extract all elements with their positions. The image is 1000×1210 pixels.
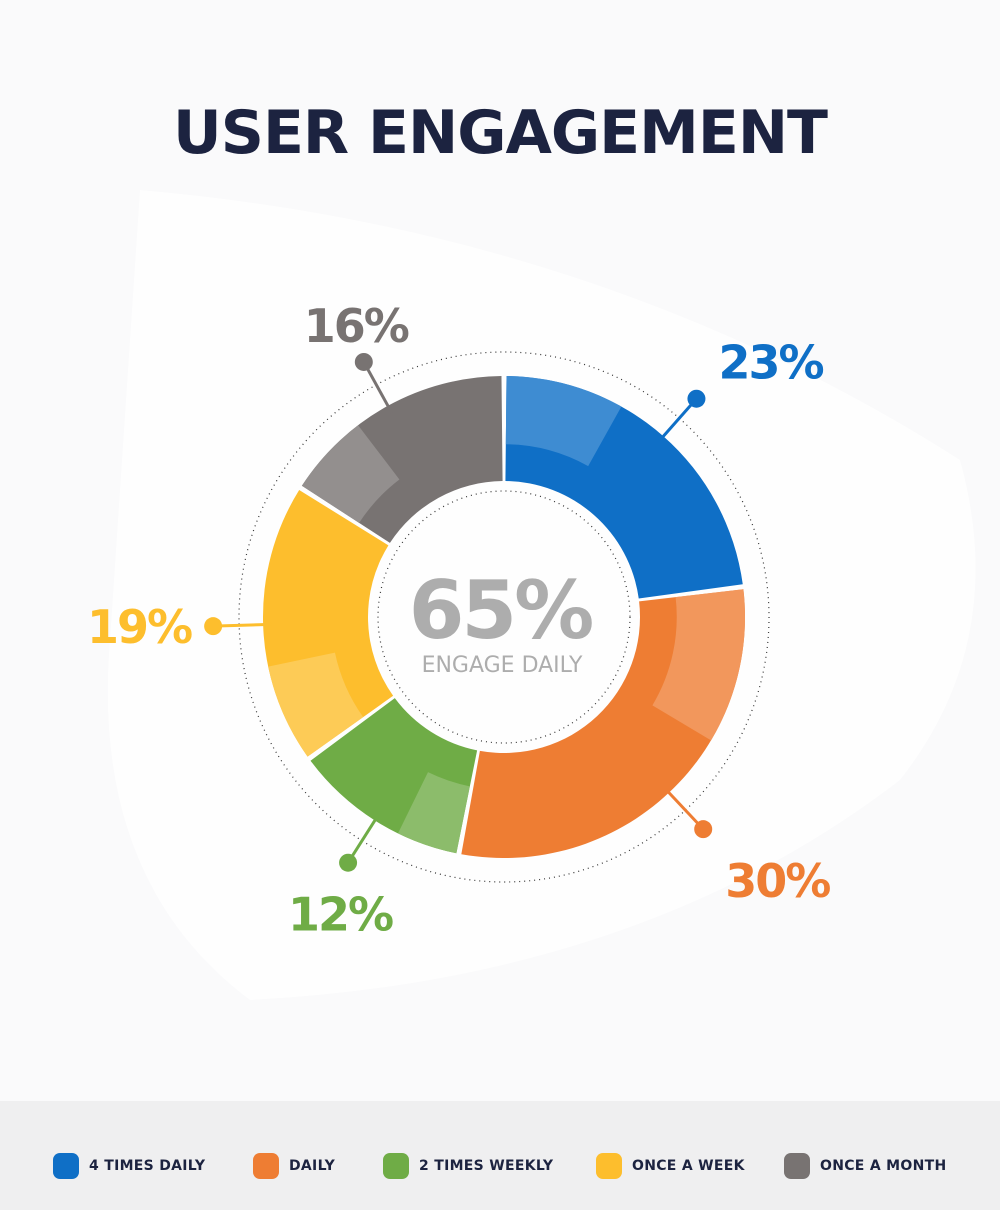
slice-highlight-once-a-month — [301, 425, 400, 523]
slice-highlight-2-times-weekly — [397, 772, 470, 854]
callout-line-2-times-weekly — [346, 812, 381, 864]
legend-label: ONCE A MONTH — [820, 1158, 947, 1174]
legend-item-2-times-weekly: 2 TIMES WEEKLY — [383, 1153, 553, 1179]
legend-swatch — [253, 1153, 279, 1179]
data-label-once-a-week: 19% — [87, 600, 192, 654]
data-label-4-times-daily: 23% — [718, 336, 823, 390]
legend-swatch — [784, 1153, 810, 1179]
callout-line-once-a-month — [362, 361, 394, 414]
callout-dot-once-a-week — [204, 617, 223, 636]
callout-dot-4-times-daily — [687, 389, 706, 408]
legend-item-4-times-daily: 4 TIMES DAILY — [53, 1153, 205, 1179]
donut-chart: 23% 30% 12% 19% 16% 65% ENGAGE DAILY — [87, 190, 976, 1000]
slice-highlight-once-a-week — [268, 652, 364, 757]
legend: 4 TIMES DAILY DAILY 2 TIMES WEEKLY ONCE A W… — [0, 1101, 1000, 1210]
data-label-once-a-month: 16% — [304, 299, 409, 353]
legend-label: DAILY — [289, 1158, 336, 1174]
legend-label: 2 TIMES WEEKLY — [419, 1158, 554, 1174]
center-value: 65% — [409, 564, 592, 657]
callout-line-once-a-week — [213, 622, 272, 628]
legend-label: ONCE A WEEK — [632, 1158, 745, 1174]
legend-swatch — [53, 1153, 79, 1179]
legend-item-once-a-week: ONCE A WEEK — [596, 1153, 745, 1179]
callouts: 23% 30% 12% 19% 16% — [87, 299, 832, 942]
center-label: ENGAGE DAILY — [422, 653, 583, 678]
callout-line-4-times-daily — [656, 397, 698, 444]
background-shape — [107, 190, 976, 1000]
slice-highlight-daily — [652, 589, 745, 741]
legend-label: 4 TIMES DAILY — [89, 1158, 206, 1174]
outer-dotted-ring — [238, 351, 770, 883]
donut-slices — [263, 376, 745, 858]
legend-swatch — [383, 1153, 409, 1179]
callout-dot-2-times-weekly — [339, 853, 358, 872]
slice-highlight-4-times-daily — [505, 376, 622, 467]
background-decoration — [107, 190, 976, 1000]
data-label-daily: 30% — [725, 854, 830, 908]
data-label-2-times-weekly: 12% — [288, 888, 393, 942]
legend-item-daily: DAILY — [253, 1153, 335, 1179]
legend-swatch — [596, 1153, 622, 1179]
inner-dotted-ring — [377, 490, 631, 744]
chart-title: USER ENGAGEMENT — [173, 98, 828, 168]
callout-dot-daily — [694, 820, 713, 839]
legend-item-once-a-month: ONCE A MONTH — [784, 1153, 946, 1179]
callout-line-daily — [662, 785, 705, 831]
callout-dot-once-a-month — [354, 352, 373, 371]
